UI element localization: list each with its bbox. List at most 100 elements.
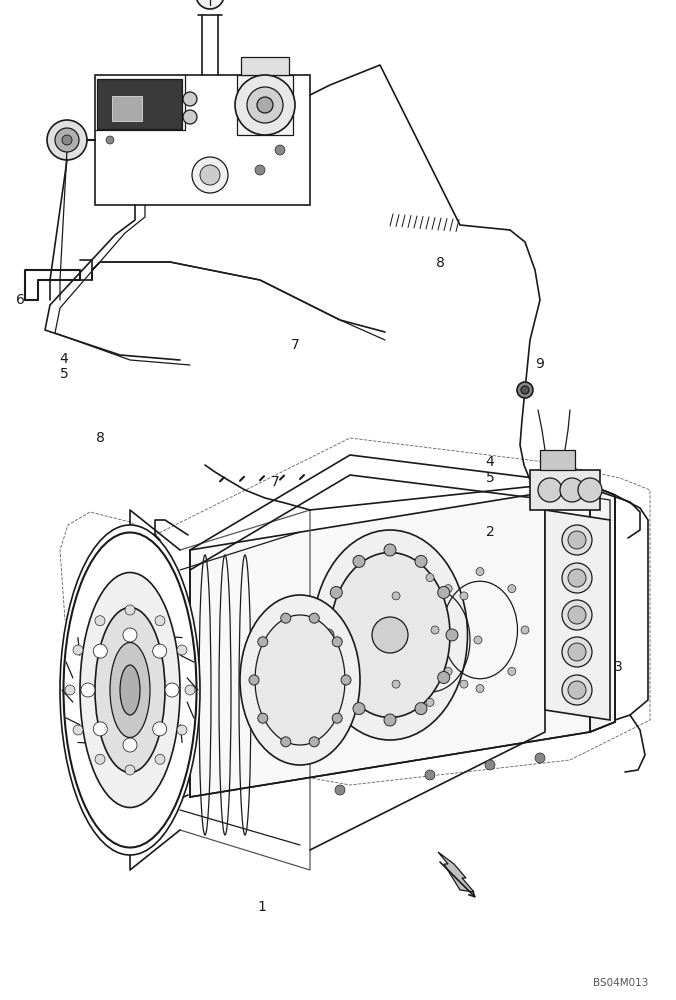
Ellipse shape — [95, 607, 165, 772]
Circle shape — [474, 636, 482, 644]
Circle shape — [200, 165, 220, 185]
Text: 2: 2 — [485, 525, 494, 539]
Circle shape — [192, 157, 228, 193]
Ellipse shape — [312, 530, 468, 740]
Circle shape — [153, 644, 167, 658]
Circle shape — [258, 637, 268, 647]
Circle shape — [47, 120, 87, 160]
Polygon shape — [545, 510, 610, 720]
Bar — [95, 75, 310, 205]
Circle shape — [426, 698, 434, 706]
Text: 7: 7 — [291, 338, 299, 352]
Text: 5: 5 — [59, 367, 68, 381]
Circle shape — [257, 97, 273, 113]
Circle shape — [95, 616, 105, 626]
Text: 8: 8 — [435, 256, 444, 270]
Polygon shape — [438, 852, 474, 892]
Circle shape — [562, 525, 592, 555]
Circle shape — [155, 754, 165, 764]
Circle shape — [235, 75, 295, 135]
Circle shape — [444, 585, 452, 593]
Circle shape — [562, 563, 592, 593]
Circle shape — [560, 478, 584, 502]
Text: 6: 6 — [16, 293, 24, 307]
Ellipse shape — [330, 552, 450, 718]
Circle shape — [444, 667, 452, 675]
Ellipse shape — [110, 643, 150, 738]
Circle shape — [508, 667, 516, 675]
Circle shape — [460, 592, 468, 600]
Circle shape — [183, 110, 197, 124]
Circle shape — [332, 637, 342, 647]
Circle shape — [437, 672, 450, 684]
Circle shape — [353, 555, 365, 567]
Circle shape — [372, 617, 408, 653]
Text: 4: 4 — [59, 352, 68, 366]
Circle shape — [562, 637, 592, 667]
Circle shape — [578, 478, 602, 502]
Bar — [241, 57, 289, 75]
Circle shape — [65, 685, 75, 695]
Circle shape — [247, 87, 283, 123]
Circle shape — [353, 703, 365, 715]
Text: 5: 5 — [485, 471, 494, 485]
Circle shape — [562, 600, 592, 630]
Circle shape — [309, 737, 319, 747]
Circle shape — [460, 680, 468, 688]
Circle shape — [331, 672, 342, 684]
Circle shape — [309, 613, 319, 623]
Circle shape — [153, 722, 167, 736]
Text: 9: 9 — [535, 357, 544, 371]
Circle shape — [123, 738, 137, 752]
Circle shape — [384, 544, 396, 556]
Text: 4: 4 — [485, 455, 494, 469]
Circle shape — [568, 569, 586, 587]
Circle shape — [437, 586, 450, 598]
Text: 7: 7 — [270, 475, 279, 489]
Circle shape — [165, 683, 179, 697]
Circle shape — [384, 714, 396, 726]
Circle shape — [93, 722, 107, 736]
Polygon shape — [190, 485, 590, 797]
Circle shape — [568, 531, 586, 549]
Circle shape — [415, 703, 427, 715]
Text: 3: 3 — [614, 660, 623, 674]
Circle shape — [258, 713, 268, 723]
Circle shape — [331, 586, 342, 598]
Circle shape — [196, 0, 224, 9]
Text: 1: 1 — [258, 900, 266, 914]
Circle shape — [177, 725, 187, 735]
Circle shape — [521, 386, 529, 394]
Bar — [237, 75, 293, 135]
Circle shape — [332, 713, 342, 723]
Circle shape — [106, 136, 114, 144]
Circle shape — [125, 605, 135, 615]
Circle shape — [568, 681, 586, 699]
Text: 8: 8 — [95, 431, 104, 445]
Polygon shape — [590, 485, 615, 732]
Circle shape — [568, 643, 586, 661]
Text: BS04M013: BS04M013 — [593, 978, 648, 988]
Circle shape — [446, 629, 458, 641]
Circle shape — [538, 478, 562, 502]
Circle shape — [517, 382, 533, 398]
Circle shape — [392, 592, 400, 600]
Circle shape — [378, 636, 386, 644]
Circle shape — [392, 680, 400, 688]
Circle shape — [322, 629, 334, 641]
Circle shape — [535, 753, 545, 763]
Circle shape — [281, 737, 291, 747]
Circle shape — [425, 770, 435, 780]
Circle shape — [155, 616, 165, 626]
Circle shape — [281, 613, 291, 623]
Bar — [540, 450, 575, 470]
Circle shape — [81, 683, 95, 697]
Circle shape — [415, 555, 427, 567]
Ellipse shape — [60, 525, 200, 855]
Bar — [112, 96, 142, 121]
Circle shape — [521, 626, 529, 634]
Circle shape — [125, 765, 135, 775]
Circle shape — [508, 585, 516, 593]
Circle shape — [62, 135, 72, 145]
Bar — [97, 79, 182, 129]
